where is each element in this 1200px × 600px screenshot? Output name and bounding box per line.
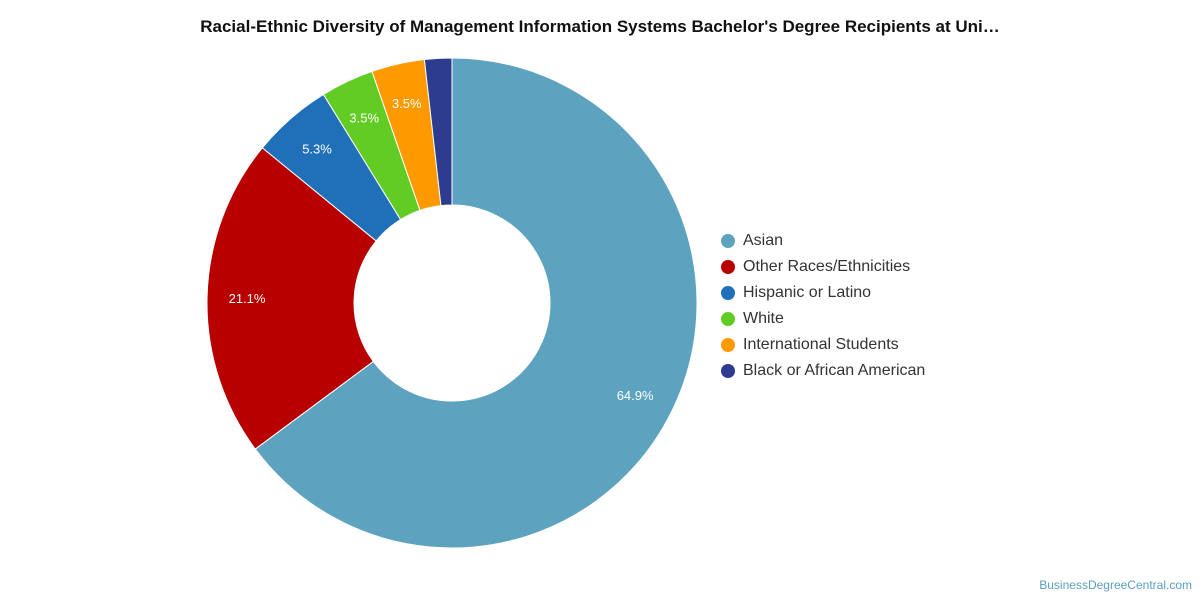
data-label-white: 3.5% <box>349 111 379 126</box>
data-label-international-students: 3.5% <box>392 96 422 111</box>
legend-marker-icon <box>721 364 735 378</box>
legend-marker-icon <box>721 286 735 300</box>
data-label-other-races-ethnicities: 21.1% <box>229 291 266 306</box>
slice-black-or-african-american[interactable] <box>423 57 453 207</box>
legend-item-white[interactable]: White <box>721 306 925 332</box>
data-label-asian: 64.9% <box>617 388 654 403</box>
legend-item-international-students[interactable]: International Students <box>721 332 925 358</box>
legend-marker-icon <box>721 338 735 352</box>
chart-title: Racial-Ethnic Diversity of Management In… <box>200 17 1000 36</box>
data-labels-group: 64.9% 21.1% 5.3% 3.5% 3.5% <box>229 96 654 403</box>
legend-label: White <box>743 310 784 327</box>
slice-other-races-ethnicities[interactable] <box>206 147 377 450</box>
legend-item-asian[interactable]: Asian <box>721 228 925 254</box>
source-credit[interactable]: BusinessDegreeCentral.com <box>1039 578 1192 592</box>
legend-label: Black or African American <box>743 362 926 379</box>
legend-label: Hispanic or Latino <box>743 284 872 301</box>
legend-label: Other Races/Ethnicities <box>743 258 911 275</box>
legend-marker-icon <box>721 312 735 326</box>
legend-marker-icon <box>721 234 735 248</box>
legend-marker-icon <box>721 260 735 274</box>
legend: Asian Other Races/Ethnicities Hispanic or … <box>721 228 925 384</box>
legend-label: Asian <box>743 232 784 249</box>
legend-label: International Students <box>743 336 899 353</box>
slice-asian[interactable] <box>254 57 698 549</box>
slices-group <box>206 57 698 549</box>
legend-item-hispanic-or-latino[interactable]: Hispanic or Latino <box>721 280 925 306</box>
legend-item-black-or-african-american[interactable]: Black or African American <box>721 358 925 384</box>
data-label-hispanic-or-latino: 5.3% <box>302 142 332 157</box>
legend-item-other-races-ethnicities[interactable]: Other Races/Ethnicities <box>721 254 925 280</box>
